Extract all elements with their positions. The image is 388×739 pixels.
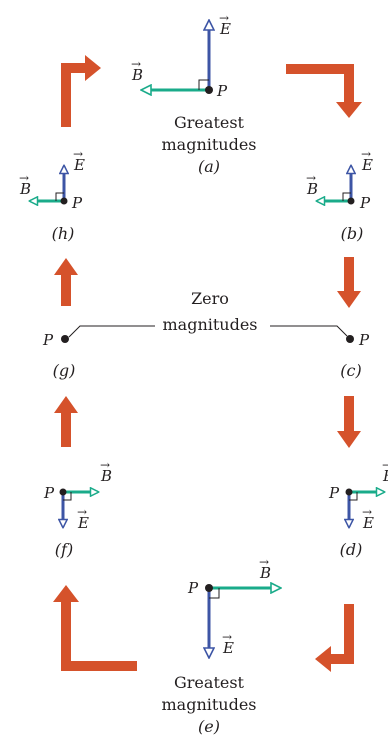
- cycle-arrow-g-to-h: [54, 258, 78, 306]
- panel-c: P (c): [270, 325, 370, 380]
- point-p-g: [61, 335, 69, 343]
- panel-b: E → B → P (b): [306, 147, 373, 243]
- b-overarrow-b: →: [306, 171, 316, 185]
- right-angle-mark-h: [55, 192, 64, 201]
- b-overarrow-f: →: [100, 458, 110, 472]
- caption-e: (e): [198, 717, 220, 736]
- b-label-d: B: [382, 467, 388, 485]
- b-label-f: B: [100, 467, 112, 485]
- magnitudes-label-bottom: magnitudes: [161, 695, 256, 714]
- cycle-arrow-e-to-f: [53, 585, 137, 671]
- greatest-label-top: Greatest: [174, 113, 245, 132]
- caption-c: (c): [340, 361, 361, 380]
- p-label-f: P: [43, 484, 55, 502]
- caption-g: (g): [53, 361, 76, 380]
- right-angle-mark-e: [209, 588, 220, 599]
- e-label-a: E: [219, 20, 231, 38]
- b-label-b: B: [306, 180, 318, 198]
- magnitudes-label-top: magnitudes: [161, 135, 256, 154]
- p-label-a: P: [216, 82, 228, 100]
- e-label-h: E: [73, 156, 85, 174]
- e-overarrow-h: →: [73, 147, 83, 161]
- panel-h: E → B → P (h): [19, 147, 85, 243]
- p-label-d: P: [328, 484, 340, 502]
- right-angle-mark-f: [63, 492, 72, 501]
- zero-label: Zero: [191, 289, 229, 308]
- caption-b: (b): [341, 224, 364, 243]
- caption-a: (a): [198, 157, 220, 176]
- zero-magnitudes-label: Zero magnitudes: [162, 289, 257, 334]
- panel-d: P B → E → (d): [328, 458, 388, 559]
- b-label-h: B: [19, 180, 31, 198]
- b-overarrow-d: →: [382, 458, 388, 472]
- e-overarrow-f: →: [77, 505, 87, 519]
- point-p-h: [60, 197, 68, 205]
- cycle-arrow-h-to-a: [61, 55, 101, 127]
- b-label-a: B: [131, 66, 143, 84]
- point-p-a: [205, 86, 213, 94]
- right-angle-mark-d: [349, 492, 358, 501]
- p-label-g: P: [42, 331, 54, 349]
- b-overarrow-a: →: [131, 57, 141, 71]
- p-label-b: P: [359, 194, 371, 212]
- e-label-b: E: [361, 156, 373, 174]
- e-label-f: E: [77, 514, 89, 532]
- cycle-arrow-c-to-d: [337, 396, 361, 448]
- p-label-h: P: [71, 194, 83, 212]
- cycle-arrows: [53, 55, 362, 672]
- e-label-e: E: [222, 639, 234, 657]
- right-angle-mark-b: [342, 192, 351, 201]
- point-p-c: [346, 335, 354, 343]
- magnitudes-label-middle: magnitudes: [162, 315, 257, 334]
- caption-d: (d): [340, 540, 363, 559]
- e-overarrow-b: →: [361, 147, 371, 161]
- point-p-f: [59, 488, 67, 496]
- b-overarrow-e: →: [259, 555, 269, 569]
- cycle-arrow-f-to-g: [54, 396, 78, 447]
- greatest-label-bottom: Greatest: [174, 673, 245, 692]
- point-p-d: [345, 488, 353, 496]
- panel-e: P B → E → Greatest magnitudes (e): [161, 555, 280, 736]
- panel-a: E → B → P Greatest magnitudes (a): [131, 11, 257, 176]
- b-label-e: B: [259, 564, 271, 582]
- p-label-e: P: [187, 579, 199, 597]
- e-label-d: E: [362, 514, 374, 532]
- panel-f: P B → E → (f): [43, 458, 112, 559]
- p-label-c: P: [358, 331, 370, 349]
- point-p-e: [205, 584, 213, 592]
- cycle-arrow-a-to-b: [286, 64, 362, 118]
- caption-f: (f): [55, 540, 73, 559]
- point-p-b: [347, 197, 355, 205]
- cycle-arrow-d-to-e: [315, 604, 354, 672]
- e-overarrow-d: →: [362, 505, 372, 519]
- b-overarrow-h: →: [19, 171, 29, 185]
- cycle-arrow-b-to-c: [337, 257, 361, 308]
- e-overarrow-a: →: [219, 11, 229, 25]
- e-overarrow-e: →: [222, 630, 232, 644]
- right-angle-mark-a: [198, 79, 209, 90]
- leader-line-right: [270, 325, 348, 337]
- panel-g: P (g): [42, 325, 155, 380]
- leader-line-left: [68, 325, 155, 338]
- caption-h: (h): [52, 224, 75, 243]
